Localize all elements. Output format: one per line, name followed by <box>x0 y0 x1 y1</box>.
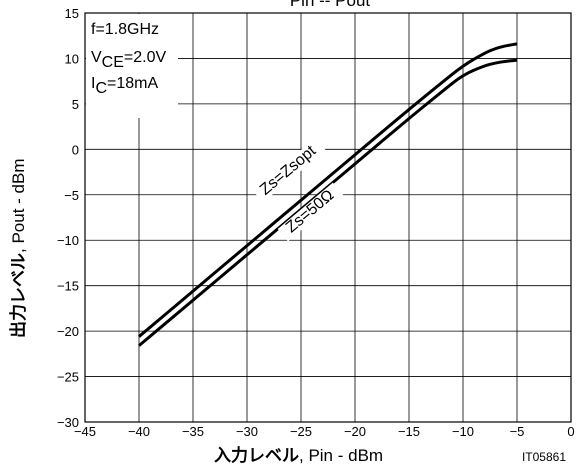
plot-frame <box>84 12 572 423</box>
x-tick-label: −25 <box>290 424 312 439</box>
x-tick-label: −10 <box>452 424 474 439</box>
y-axis-title: 出力レベル, Pout - dBm <box>8 159 28 338</box>
x-tick-label: −30 <box>236 424 258 439</box>
condition-frequency: f=1.8GHz <box>91 21 159 38</box>
conditions-box <box>86 14 178 118</box>
x-axis-title: 入力レベル, Pin - dBm <box>214 445 383 465</box>
y-tick-label: −5 <box>64 188 79 203</box>
condition-ic: IC=18mA <box>91 75 158 97</box>
x-tick-label: −45 <box>74 424 96 439</box>
x-tick-label: 0 <box>567 424 574 439</box>
y-tick-label: −10 <box>57 233 79 248</box>
x-tick-label: −5 <box>510 424 525 439</box>
y-tick-label: −30 <box>57 415 79 430</box>
series-label-bg-zsopt <box>252 137 326 203</box>
x-tick-label: −35 <box>182 424 204 439</box>
y-tick-label: −25 <box>57 370 79 385</box>
series-line-50ohm <box>138 58 518 347</box>
y-tick-label: 15 <box>65 6 79 21</box>
figure-code: IT05861 <box>522 450 566 464</box>
y-tick-label: −15 <box>57 279 79 294</box>
x-tick-label: −40 <box>128 424 150 439</box>
condition-vce: VCE=2.0V <box>91 49 166 71</box>
series-label-zsopt: Zs=Zsopt <box>257 142 320 199</box>
series-label-bg-50ohm <box>277 182 344 242</box>
x-tick-label: −15 <box>398 424 420 439</box>
y-tick-label: 5 <box>72 97 79 112</box>
x-tick-label: −20 <box>344 424 366 439</box>
series-line-zsopt <box>138 42 518 338</box>
y-tick-label: 10 <box>65 51 79 66</box>
chart-title: Pin -- Pout <box>290 0 371 10</box>
y-tick-labels: 15 10 5 0 −5 −10 −15 −20 −25 −30 <box>57 6 79 430</box>
series-lines <box>138 42 518 347</box>
y-tick-label: −20 <box>57 324 79 339</box>
x-tick-labels: −45 −40 −35 −30 −25 −20 −15 −10 −5 0 <box>74 424 575 439</box>
y-tick-label: 0 <box>72 142 79 157</box>
